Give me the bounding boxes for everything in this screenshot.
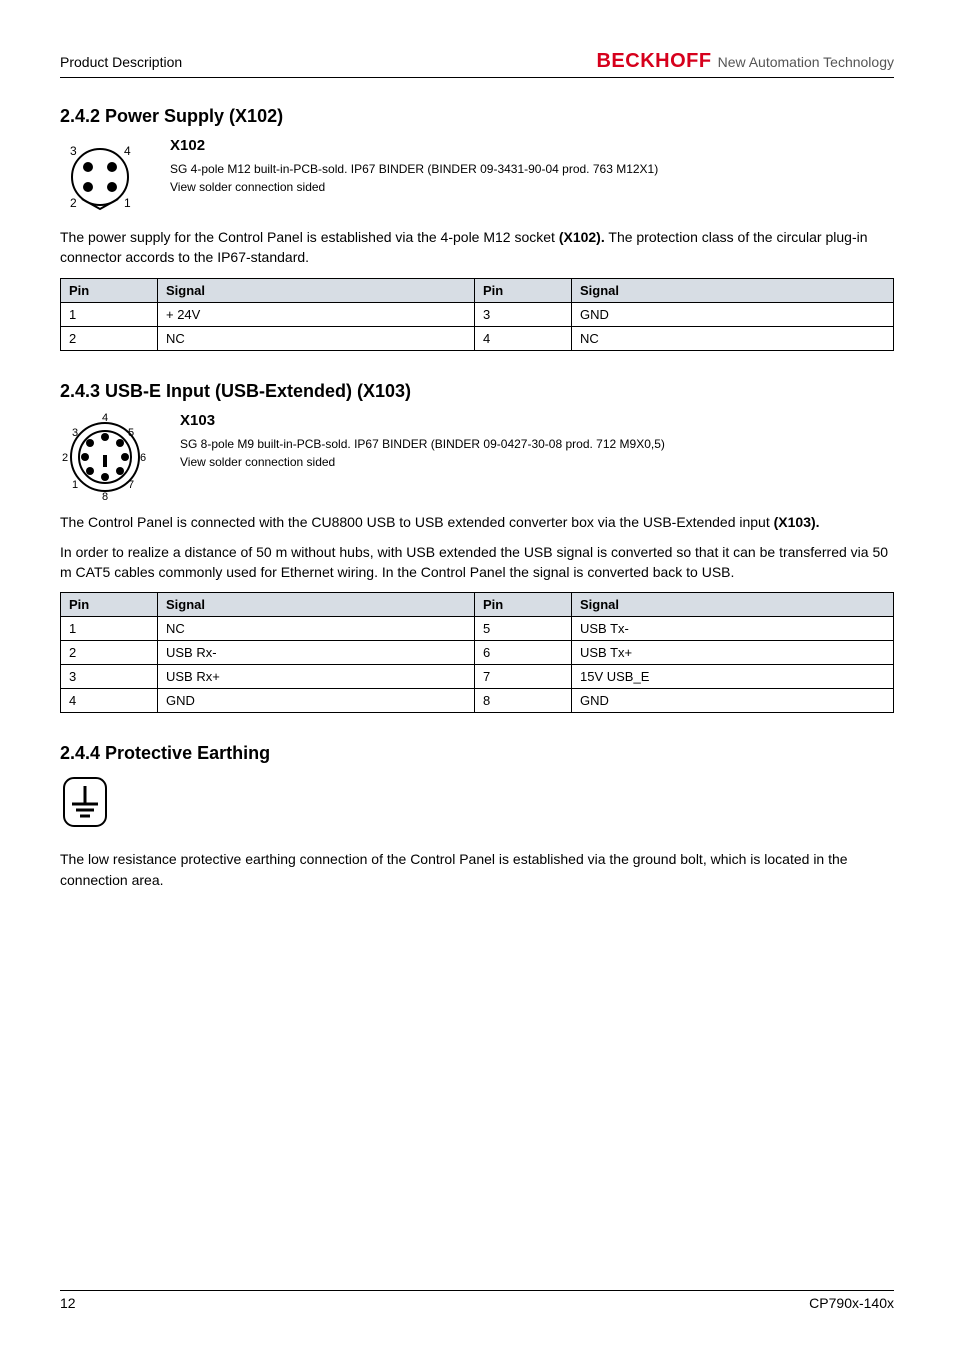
svg-text:2: 2 bbox=[70, 196, 77, 210]
table-header-row: Pin Signal Pin Signal bbox=[61, 278, 894, 302]
svg-text:1: 1 bbox=[72, 479, 78, 491]
table-row: 4 GND 8 GND bbox=[61, 689, 894, 713]
header-brand: BECKHOFF New Automation Technology bbox=[596, 50, 894, 73]
svg-text:3: 3 bbox=[70, 144, 77, 158]
pin-table-x103: Pin Signal Pin Signal 1 NC 5 USB Tx- 2 U… bbox=[60, 592, 894, 713]
svg-text:1: 1 bbox=[124, 196, 131, 210]
svg-text:7: 7 bbox=[128, 479, 134, 491]
pin-table-x102: Pin Signal Pin Signal 1 + 24V 3 GND 2 NC… bbox=[60, 278, 894, 351]
connector-diagram-x102: 3 4 2 1 bbox=[60, 137, 140, 217]
th-signal: Signal bbox=[572, 278, 894, 302]
table-row: 3 USB Rx+ 7 15V USB_E bbox=[61, 665, 894, 689]
th-pin: Pin bbox=[61, 278, 158, 302]
cell: 4 bbox=[61, 689, 158, 713]
cell: USB Tx+ bbox=[572, 641, 894, 665]
cell: NC bbox=[158, 617, 475, 641]
cell: USB Rx+ bbox=[158, 665, 475, 689]
cell: 7 bbox=[475, 665, 572, 689]
cell: 3 bbox=[475, 302, 572, 326]
table-row: 1 + 24V 3 GND bbox=[61, 302, 894, 326]
page-header: Product Description BECKHOFF New Automat… bbox=[60, 50, 894, 78]
cell: NC bbox=[158, 326, 475, 350]
page-number: 12 bbox=[60, 1295, 76, 1311]
svg-text:2: 2 bbox=[62, 452, 68, 464]
th-pin: Pin bbox=[475, 593, 572, 617]
cell: 5 bbox=[475, 617, 572, 641]
cell: 15V USB_E bbox=[572, 665, 894, 689]
protective-earth-icon bbox=[60, 774, 110, 830]
cell: 3 bbox=[61, 665, 158, 689]
doc-id: CP790x-140x bbox=[809, 1295, 894, 1311]
page-footer: 12 CP790x-140x bbox=[60, 1290, 894, 1311]
connector-diagram-x103: 4 5 6 7 8 1 2 3 bbox=[60, 412, 150, 502]
th-signal: Signal bbox=[572, 593, 894, 617]
brand-tagline: New Automation Technology bbox=[718, 54, 894, 70]
table-row: 2 NC 4 NC bbox=[61, 326, 894, 350]
table-row: 2 USB Rx- 6 USB Tx+ bbox=[61, 641, 894, 665]
cell: 2 bbox=[61, 326, 158, 350]
svg-text:4: 4 bbox=[124, 144, 131, 158]
connector-block-x103: 4 5 6 7 8 1 2 3 X103 SG 8-pole M9 built-… bbox=[60, 412, 894, 502]
cell: USB Rx- bbox=[158, 641, 475, 665]
brand-logo-text: BECKHOFF bbox=[596, 50, 711, 73]
cell: 1 bbox=[61, 617, 158, 641]
cell: NC bbox=[572, 326, 894, 350]
connector-view-x103: View solder connection sided bbox=[180, 455, 665, 469]
m12-4pin-icon: 3 4 2 1 bbox=[60, 137, 140, 217]
cell: 8 bbox=[475, 689, 572, 713]
cell: GND bbox=[572, 302, 894, 326]
body-text-242: The power supply for the Control Panel i… bbox=[60, 227, 894, 268]
table-header-row: Pin Signal Pin Signal bbox=[61, 593, 894, 617]
connector-label-x102: X102 bbox=[170, 137, 658, 154]
body-text-244: The low resistance protective earthing c… bbox=[60, 849, 894, 890]
cell: 6 bbox=[475, 641, 572, 665]
th-pin: Pin bbox=[475, 278, 572, 302]
connector-text-x102: X102 SG 4-pole M12 built-in-PCB-sold. IP… bbox=[170, 137, 658, 198]
connector-text-x103: X103 SG 8-pole M9 built-in-PCB-sold. IP6… bbox=[180, 412, 665, 473]
cell: + 24V bbox=[158, 302, 475, 326]
heading-244: 2.4.4 Protective Earthing bbox=[60, 743, 894, 764]
th-signal: Signal bbox=[158, 593, 475, 617]
connector-block-x102: 3 4 2 1 X102 SG 4-pole M12 built-in-PCB-… bbox=[60, 137, 894, 217]
table-row: 1 NC 5 USB Tx- bbox=[61, 617, 894, 641]
svg-text:3: 3 bbox=[72, 427, 78, 439]
cell: GND bbox=[572, 689, 894, 713]
th-signal: Signal bbox=[158, 278, 475, 302]
heading-243: 2.4.3 USB-E Input (USB-Extended) (X103) bbox=[60, 381, 894, 402]
connector-desc-x102: SG 4-pole M12 built-in-PCB-sold. IP67 BI… bbox=[170, 162, 658, 176]
svg-text:8: 8 bbox=[102, 491, 108, 502]
svg-text:4: 4 bbox=[102, 412, 108, 424]
connector-view-x102: View solder connection sided bbox=[170, 180, 658, 194]
earth-symbol bbox=[60, 774, 894, 835]
m9-8pin-icon: 4 5 6 7 8 1 2 3 bbox=[60, 412, 150, 502]
heading-242: 2.4.2 Power Supply (X102) bbox=[60, 106, 894, 127]
body-text-243a: The Control Panel is connected with the … bbox=[60, 512, 894, 532]
cell: 2 bbox=[61, 641, 158, 665]
cell: USB Tx- bbox=[572, 617, 894, 641]
svg-text:6: 6 bbox=[140, 452, 146, 464]
th-pin: Pin bbox=[61, 593, 158, 617]
connector-desc-x103: SG 8-pole M9 built-in-PCB-sold. IP67 BIN… bbox=[180, 437, 665, 451]
connector-label-x103: X103 bbox=[180, 412, 665, 429]
svg-text:5: 5 bbox=[128, 427, 134, 439]
body-text-243b: In order to realize a distance of 50 m w… bbox=[60, 542, 894, 583]
header-section-title: Product Description bbox=[60, 54, 182, 70]
cell: 4 bbox=[475, 326, 572, 350]
cell: GND bbox=[158, 689, 475, 713]
cell: 1 bbox=[61, 302, 158, 326]
